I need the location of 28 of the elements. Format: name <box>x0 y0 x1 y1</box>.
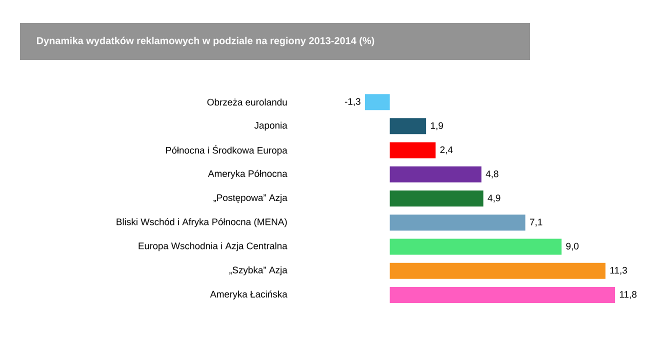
bar <box>390 286 616 303</box>
data-label: -1,3 <box>344 98 360 106</box>
data-label: 7,1 <box>530 218 542 226</box>
bar <box>390 118 426 134</box>
bar <box>390 190 484 207</box>
data-label: 2,4 <box>440 146 453 154</box>
text: Dynamika wydatków reklamowych w podziale na regiony 2013-2014 (%) <box>37 36 374 46</box>
y-tick-label: Ameryka Łacińska <box>210 290 288 300</box>
data-label: 4,9 <box>488 194 500 202</box>
y-tick-label: „Szybka” Azja <box>229 266 288 276</box>
data-label: 4,8 <box>486 170 498 178</box>
y-tick-label: Ameryka Północna <box>208 170 288 179</box>
bar <box>390 142 436 158</box>
bar <box>365 94 390 110</box>
data-label: 11,8 <box>620 291 637 299</box>
y-tick-label: Japonia <box>254 122 288 131</box>
y-tick-label: Obrzeża eurolandu <box>207 98 287 106</box>
bar <box>390 214 526 231</box>
data-label: 9,0 <box>566 242 579 251</box>
data-label: 1,9 <box>430 122 443 130</box>
y-tick-label: Bliski Wschód i Afryka Północna (MENA) <box>116 218 287 228</box>
y-tick-label: Północna i Środkowa Europa <box>166 145 288 156</box>
y-tick-label: „Postępowa” Azja <box>214 194 288 203</box>
bar <box>390 238 562 255</box>
bar <box>390 166 482 182</box>
data-label: 11,3 <box>610 266 627 275</box>
bar <box>390 262 606 279</box>
y-tick-label: Europa Wschodnia i Azja Centralna <box>138 242 288 252</box>
